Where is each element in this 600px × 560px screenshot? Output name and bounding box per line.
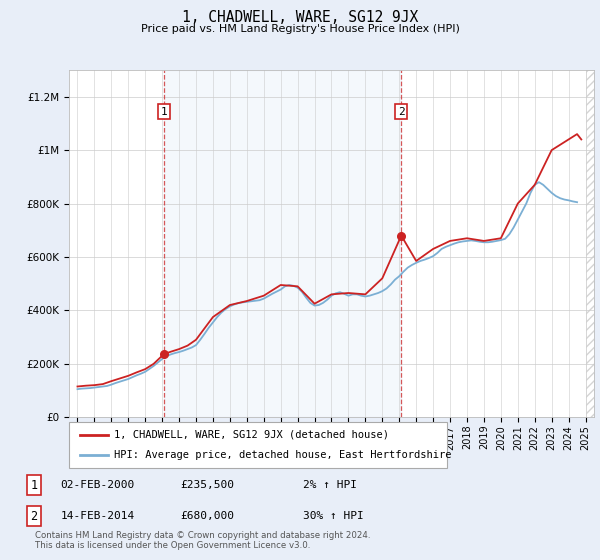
Text: 1: 1	[31, 479, 38, 492]
Text: 1: 1	[160, 106, 167, 116]
FancyBboxPatch shape	[69, 422, 447, 468]
Text: 30% ↑ HPI: 30% ↑ HPI	[303, 511, 364, 521]
Text: 02-FEB-2000: 02-FEB-2000	[60, 480, 134, 490]
Text: Contains HM Land Registry data © Crown copyright and database right 2024.
This d: Contains HM Land Registry data © Crown c…	[35, 531, 371, 550]
Bar	[586, 70, 594, 417]
Text: £235,500: £235,500	[180, 480, 234, 490]
Text: HPI: Average price, detached house, East Hertfordshire: HPI: Average price, detached house, East…	[113, 450, 451, 460]
Text: £680,000: £680,000	[180, 511, 234, 521]
Text: Price paid vs. HM Land Registry's House Price Index (HPI): Price paid vs. HM Land Registry's House …	[140, 24, 460, 34]
Text: 1, CHADWELL, WARE, SG12 9JX: 1, CHADWELL, WARE, SG12 9JX	[182, 10, 418, 25]
Bar	[164, 70, 401, 417]
Text: 1, CHADWELL, WARE, SG12 9JX (detached house): 1, CHADWELL, WARE, SG12 9JX (detached ho…	[113, 430, 389, 440]
Text: 2% ↑ HPI: 2% ↑ HPI	[303, 480, 357, 490]
Text: 2: 2	[31, 510, 38, 523]
Text: 14-FEB-2014: 14-FEB-2014	[60, 511, 134, 521]
Text: 2: 2	[398, 106, 404, 116]
